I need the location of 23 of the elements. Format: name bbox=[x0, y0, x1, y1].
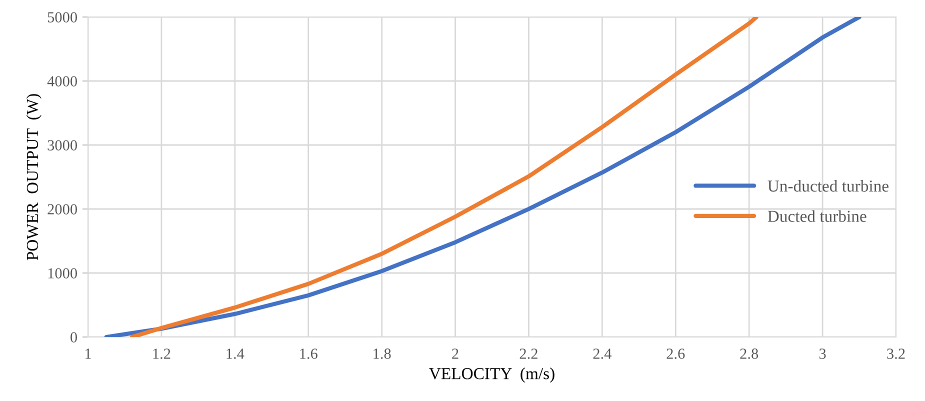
x-tick-label: 1.8 bbox=[374, 348, 391, 359]
y-tick-label: 4000 bbox=[47, 76, 77, 86]
x-tick-label: 2.8 bbox=[740, 348, 758, 359]
x-tick-label: 1.2 bbox=[153, 348, 170, 359]
x-axis-title: VELOCITY (m/s) bbox=[429, 368, 554, 383]
x-tick-label: 3.2 bbox=[887, 348, 905, 359]
x-tick-label: 2 bbox=[452, 348, 458, 359]
y-tick-label: 5000 bbox=[48, 12, 77, 22]
y-axis-title: POWER OUTPUT (W) bbox=[26, 94, 42, 260]
x-tick-label: 1.6 bbox=[300, 348, 318, 359]
x-tick-label: 2.4 bbox=[593, 348, 612, 359]
line-series bbox=[130, 17, 759, 337]
legend-label: Un-ducted turbine bbox=[768, 180, 888, 192]
y-tick-label: 1000 bbox=[48, 268, 77, 278]
x-tick-label: 1 bbox=[86, 348, 91, 359]
y-tick-label: 2000 bbox=[48, 204, 77, 214]
y-tick-label: 0 bbox=[70, 332, 77, 342]
legend-label: Ducted turbine bbox=[768, 210, 866, 222]
x-tick-label: 3 bbox=[819, 348, 826, 359]
x-tick-label: 2.2 bbox=[520, 348, 538, 359]
y-tick-label: 3000 bbox=[48, 140, 77, 150]
x-tick-label: 2.6 bbox=[666, 348, 685, 359]
x-tick-label: 1.4 bbox=[226, 348, 244, 359]
